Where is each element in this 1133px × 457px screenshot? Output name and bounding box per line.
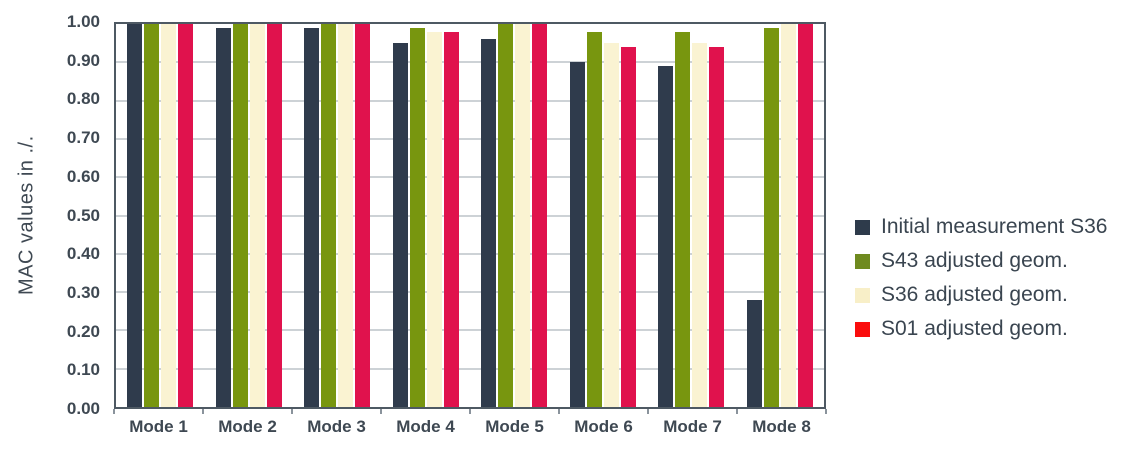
- bar-group: [293, 24, 382, 407]
- bar-group: [116, 24, 205, 407]
- bar-s01-adjusted-geom-: [709, 46, 725, 407]
- gridlines: [116, 24, 824, 407]
- bar-s01-adjusted-geom-: [178, 24, 194, 407]
- x-category-label: Mode 7: [663, 417, 722, 436]
- legend-swatch-s43-adjusted-geom-: [855, 253, 870, 269]
- x-category-label: Mode 2: [218, 417, 277, 436]
- bar-initial-measurement-s36: [215, 27, 231, 407]
- bar-group: [470, 24, 559, 407]
- gridline: [116, 252, 824, 255]
- legend-item: Initial measurement S36: [855, 215, 1108, 238]
- bar-initial-measurement-s36: [658, 66, 674, 407]
- legend-label: S36 adjusted geom.: [881, 283, 1068, 306]
- bar-s43-adjusted-geom-: [498, 24, 514, 407]
- x-axis-ticks: [113, 409, 827, 415]
- y-tick-label: 0.80: [66, 89, 100, 109]
- bar-s01-adjusted-geom-: [443, 31, 459, 407]
- gridline: [116, 291, 824, 294]
- bar-s43-adjusted-geom-: [144, 24, 160, 407]
- bar-group: [647, 24, 736, 407]
- bar-s43-adjusted-geom-: [232, 24, 248, 407]
- bar-s36-adjusted-geom-: [515, 24, 531, 407]
- legend: Initial measurement S36 S43 adjusted geom…: [855, 215, 1108, 340]
- bar-s43-adjusted-geom-: [321, 24, 337, 407]
- x-axis-category-labels: Mode 1 Mode 2 Mode 3 Mode 4 Mode 5 Mode 6 Mode…: [114, 417, 826, 437]
- x-axis-tick: [825, 409, 827, 414]
- bar-initial-measurement-s36: [569, 62, 585, 407]
- y-tick-label: 0.70: [66, 128, 100, 148]
- bar-s36-adjusted-geom-: [338, 24, 354, 407]
- gridline: [116, 367, 824, 370]
- y-tick-label: 0.30: [66, 282, 100, 302]
- bar-series-area: [116, 24, 824, 407]
- bar-s43-adjusted-geom-: [409, 27, 425, 407]
- gridline: [116, 137, 824, 140]
- bar-s01-adjusted-geom-: [355, 24, 371, 407]
- y-tick-label: 0.50: [66, 205, 100, 225]
- bar-s43-adjusted-geom-: [586, 31, 602, 407]
- legend-swatch-s36-adjusted-geom-: [855, 287, 870, 303]
- bar-s36-adjusted-geom-: [249, 24, 265, 407]
- gridline: [116, 61, 824, 64]
- x-axis-tick: [202, 409, 204, 414]
- x-category-label: Mode 6: [574, 417, 633, 436]
- y-tick-label: 1.00: [66, 12, 100, 31]
- bar-initial-measurement-s36: [481, 39, 497, 407]
- y-tick-label: 0.60: [66, 166, 100, 186]
- bar-s36-adjusted-geom-: [426, 31, 442, 407]
- plot-area: [114, 22, 826, 409]
- x-axis-tick: [291, 409, 293, 414]
- bar-group: [205, 24, 294, 407]
- x-category-label: Mode 8: [752, 417, 811, 436]
- bar-s36-adjusted-geom-: [603, 43, 619, 407]
- gridline: [116, 214, 824, 217]
- legend-item: S01 adjusted geom.: [855, 317, 1107, 340]
- legend-swatch-initial-measurement-s36: [855, 219, 870, 235]
- x-axis-tick: [380, 409, 382, 414]
- gridline: [116, 329, 824, 332]
- gridline: [116, 99, 824, 102]
- y-tick-label: 0.20: [66, 321, 100, 341]
- legend-item: S43 adjusted geom.: [855, 249, 1107, 272]
- bar-s43-adjusted-geom-: [675, 31, 691, 407]
- bar-s01-adjusted-geom-: [620, 46, 636, 407]
- legend-label: S43 adjusted geom.: [881, 249, 1068, 272]
- legend-label: Initial measurement S36: [881, 215, 1108, 238]
- bar-group: [736, 24, 825, 407]
- bar-s36-adjusted-geom-: [780, 24, 796, 407]
- y-tick-label: 0.40: [66, 244, 100, 264]
- bar-s36-adjusted-geom-: [161, 24, 177, 407]
- x-axis-tick: [647, 409, 649, 414]
- bar-initial-measurement-s36: [304, 27, 320, 407]
- x-axis-tick: [469, 409, 471, 414]
- bar-s43-adjusted-geom-: [763, 27, 779, 407]
- bar-s01-adjusted-geom-: [797, 24, 813, 407]
- bar-initial-measurement-s36: [746, 299, 762, 407]
- y-axis-tick-labels: 0.00 0.10 0.20 0.30 0.40 0.50 0.60 0.70 0.80 0.90…: [0, 13, 106, 418]
- x-category-label: Mode 4: [396, 417, 455, 436]
- y-tick-label: 0.10: [66, 360, 100, 380]
- legend-label: S01 adjusted geom.: [881, 317, 1068, 340]
- bar-s01-adjusted-geom-: [532, 24, 548, 407]
- x-category-label: Mode 3: [307, 417, 366, 436]
- bar-group: [559, 24, 648, 407]
- x-axis-tick: [113, 409, 115, 414]
- y-tick-label: 0.90: [66, 50, 100, 70]
- bar-s36-adjusted-geom-: [692, 43, 708, 407]
- x-axis-tick: [736, 409, 738, 414]
- legend-swatch-s01-adjusted-geom-: [855, 321, 870, 337]
- gridline: [116, 176, 824, 179]
- bar-initial-measurement-s36: [127, 24, 143, 407]
- bar-s01-adjusted-geom-: [266, 24, 282, 407]
- x-category-label: Mode 1: [129, 417, 188, 436]
- x-axis-tick: [558, 409, 560, 414]
- bar-group: [382, 24, 471, 407]
- y-tick-label: 0.00: [66, 399, 100, 418]
- x-category-label: Mode 5: [485, 417, 544, 436]
- legend-item: S36 adjusted geom.: [855, 283, 1107, 306]
- bar-initial-measurement-s36: [392, 43, 408, 407]
